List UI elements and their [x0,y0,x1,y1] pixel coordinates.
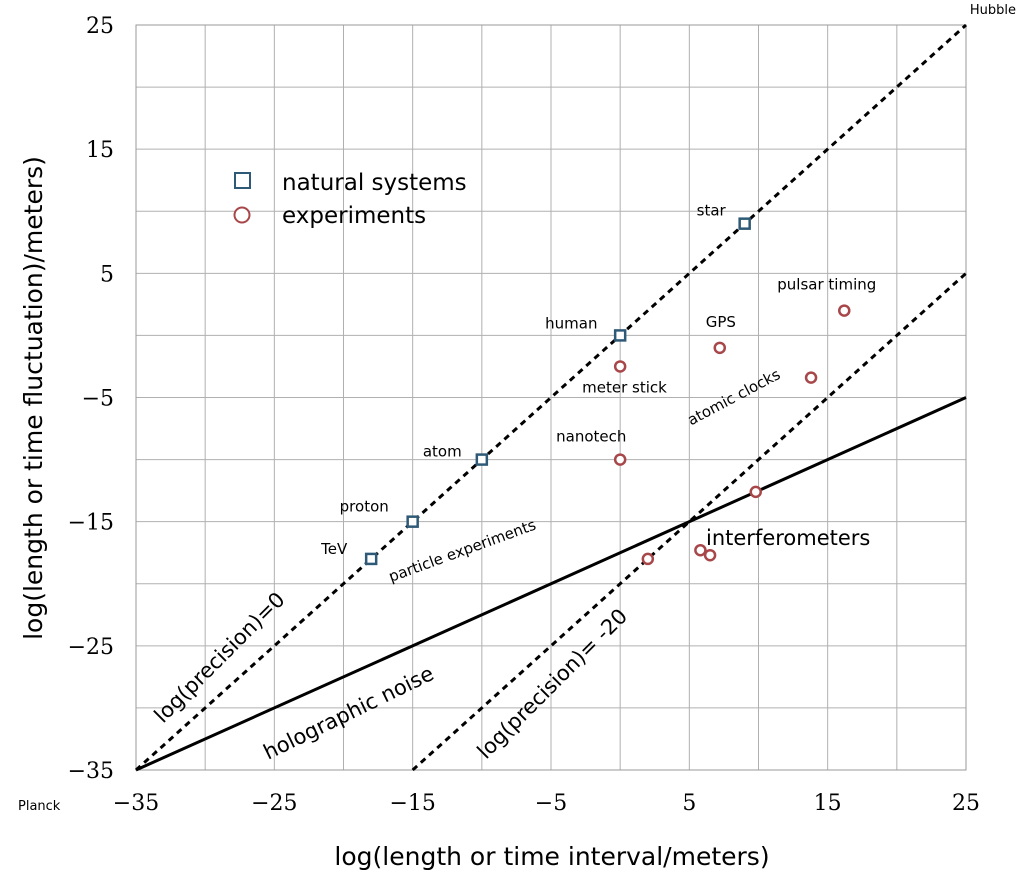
x-tick-label: 25 [952,791,980,816]
experiment-marker [838,304,851,317]
legend-circle-icon [233,206,251,224]
x-tick-label: 15 [814,791,842,816]
precision-zero-line [134,23,968,772]
y-tick-label: 5 [100,262,114,287]
y-tick-label: −25 [68,635,114,660]
y-tick-label: 15 [86,138,114,163]
legend-label: experiments [282,203,426,229]
x-tick-label: 5 [682,791,696,816]
natural-system-marker [406,515,419,528]
y-tick-label: −35 [68,759,114,784]
precision-minus20-line [411,272,968,772]
point-label: atom [423,443,462,461]
point-label: proton [340,498,389,516]
experiment-marker [804,371,818,384]
natural-system-marker [364,552,378,566]
point-label: human [545,314,597,332]
legend-square-icon [234,172,251,189]
x-tick-label: −15 [389,791,435,816]
experiment-marker [613,360,627,373]
y-tick-label: 25 [86,14,114,39]
interferometers-label: interferometers [706,526,870,550]
legend: natural systems experiments [233,170,467,229]
x-tick-label: −25 [251,791,297,816]
point-label: GPS [706,313,736,331]
natural-system-marker [475,453,489,466]
experiment-marker [694,543,707,557]
x-axis-title: log(length or time interval/meters) [334,842,769,871]
data-points [364,217,851,566]
x-tick-label: −35 [113,791,159,816]
experiment-marker [703,548,717,562]
experiment-marker [613,453,627,466]
holographic-noise-line [135,396,967,772]
planck-label: Planck [18,799,61,814]
precision-zero-label: log(precision)=0 [150,587,290,727]
point-label: meter stick [582,378,667,396]
tick-labels: −35 −25 −15 −5 5 15 25 −35 −25 −15 −5 5 15 25 [68,14,980,816]
reference-lines [134,23,968,772]
experiment-marker [641,552,655,566]
y-tick-label: −15 [68,511,114,536]
experiment-marker [713,341,727,355]
natural-system-marker [613,329,627,342]
y-axis-title: log(length or time fluctuation)/meters) [19,156,48,640]
hubble-label: Hubble [970,3,1016,18]
point-label: nanotech [556,428,626,446]
x-tick-label: −5 [535,791,567,816]
point-label: TeV [320,540,348,558]
natural-system-marker [738,217,751,230]
point-label: pulsar timing [777,276,876,294]
point-label: star [697,202,727,220]
legend-label: natural systems [282,170,467,196]
precision-minus20-label: log(precision)= -20 [473,604,633,764]
experiment-marker [749,485,762,499]
holographic-noise-label: holographic noise [260,661,438,764]
y-tick-label: −5 [82,387,114,412]
